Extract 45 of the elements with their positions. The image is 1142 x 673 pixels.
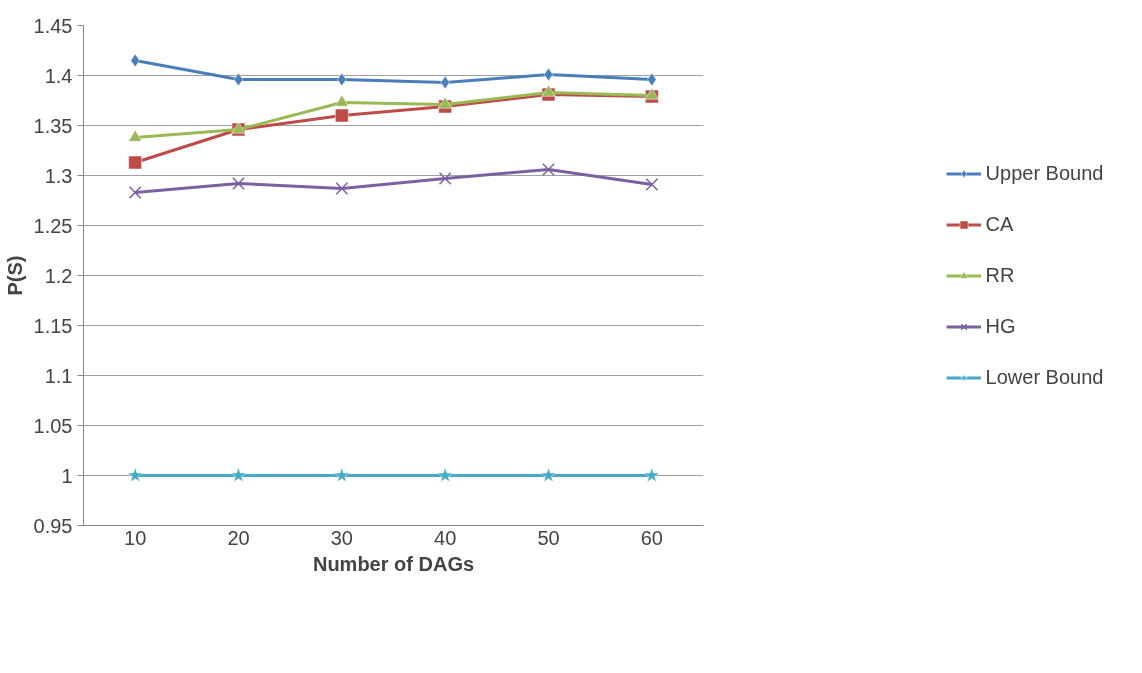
x-tick-label: 50 [537, 526, 560, 549]
y-tick-label: 1.05 [33, 414, 73, 437]
point [543, 67, 554, 82]
point [437, 467, 454, 483]
point [127, 467, 144, 483]
point [230, 467, 247, 483]
y-tick-label: 1.45 [33, 14, 73, 37]
x-tick-label: 40 [434, 526, 457, 549]
point [335, 182, 349, 195]
y-tick-label: 1.35 [33, 114, 73, 137]
point [232, 177, 245, 190]
y-tick-label: 1.2 [44, 264, 73, 287]
x-axis-title: Number of DAGs [312, 552, 475, 575]
y-tick-label: 1 [61, 464, 73, 487]
legend-label: Lower Bound [985, 365, 1104, 389]
legend-label: Upper Bound [985, 161, 1104, 185]
point [438, 172, 452, 185]
point [128, 129, 142, 142]
legend-label: RR [985, 263, 1015, 287]
x-tick-label: 60 [640, 526, 663, 549]
point [542, 163, 555, 176]
point [233, 72, 244, 87]
legend-label: HG [985, 314, 1016, 338]
legend-label: CA [985, 212, 1014, 236]
point [128, 155, 142, 170]
y-tick-label: 1.1 [44, 364, 73, 387]
point [333, 467, 350, 483]
point [643, 467, 660, 483]
y-tick-label: 1.4 [44, 64, 73, 87]
y-tick-label: 0.95 [33, 514, 73, 537]
point [335, 108, 349, 123]
point [335, 94, 349, 107]
x-tick-label: 20 [227, 526, 250, 549]
point [645, 178, 659, 191]
point [540, 467, 557, 483]
y-axis-title: P(S) [3, 255, 26, 296]
x-tick-label: 30 [330, 526, 353, 549]
point [645, 87, 659, 100]
x-tick-label: 10 [124, 526, 147, 549]
point [438, 96, 452, 109]
point [128, 186, 142, 199]
y-tick-label: 1.25 [33, 214, 73, 237]
y-tick-label: 1.15 [33, 314, 73, 337]
y-tick-label: 1.3 [44, 164, 73, 187]
point [541, 84, 556, 97]
